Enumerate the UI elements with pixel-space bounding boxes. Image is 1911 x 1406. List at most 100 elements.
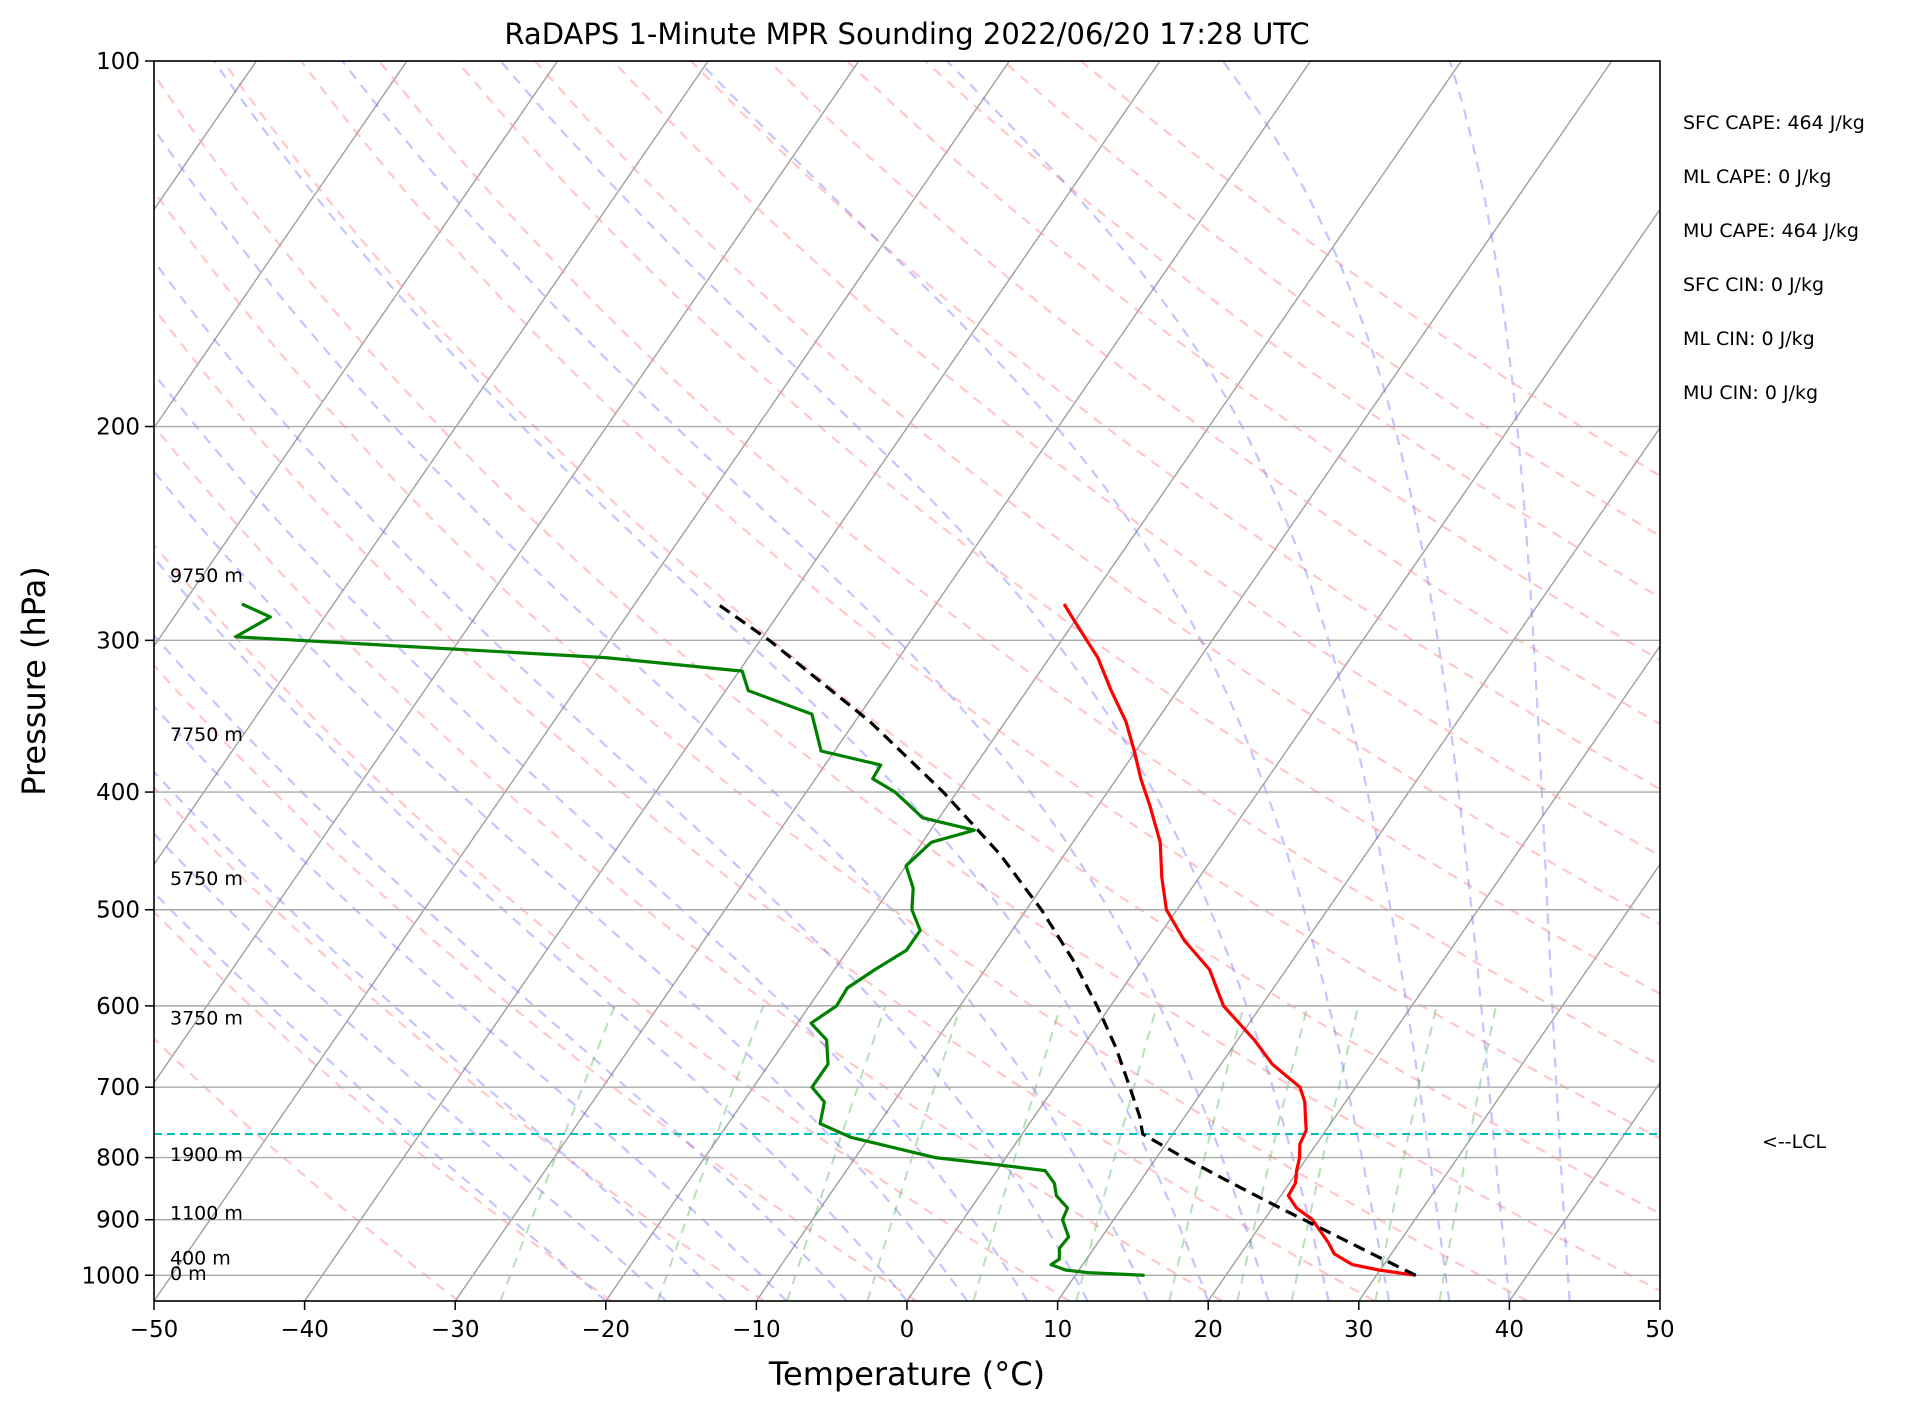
x-tick-label: −20 bbox=[582, 1317, 631, 1343]
isotherm-line bbox=[154, 61, 559, 648]
mixing-ratio-line bbox=[1236, 1005, 1309, 1301]
dry-adiabat-line bbox=[456, 61, 1660, 995]
dry-adiabat-line bbox=[378, 61, 1660, 1067]
height-label: 0 m bbox=[170, 1263, 207, 1285]
mixing-ratio-line bbox=[656, 1005, 765, 1301]
isotherm-line bbox=[1358, 863, 1660, 1301]
height-label: 400 m bbox=[170, 1247, 231, 1269]
dry-adiabat-line bbox=[154, 424, 1223, 1301]
y-tick-label: 200 bbox=[96, 415, 140, 441]
x-tick-label: −10 bbox=[732, 1317, 781, 1343]
height-label: 9750 m bbox=[170, 565, 243, 587]
moist-adiabat-line bbox=[154, 372, 1029, 1301]
height-labels: 9750 m 7750 m 5750 m 3750 m 1900 m 1100 m 400 … bbox=[170, 565, 243, 1285]
x-axis-ticks: −50 −40 −30 −20 −10 0 10 20 30 40 50 bbox=[130, 1301, 1675, 1343]
moist-adiabat-line bbox=[1448, 61, 1571, 1301]
isotherm-line bbox=[1207, 644, 1660, 1301]
index-text: MU CAPE: 464 J/kg bbox=[1683, 220, 1859, 242]
isotherm-line bbox=[154, 61, 860, 1084]
moist-adiabat-line bbox=[154, 704, 788, 1301]
x-tick-label: 0 bbox=[900, 1317, 915, 1343]
dry-adiabat-line bbox=[154, 543, 1070, 1301]
y-tick-label: 700 bbox=[96, 1075, 140, 1101]
index-text: SFC CAPE: 464 J/kg bbox=[1683, 112, 1865, 134]
y-tick-label: 900 bbox=[96, 1208, 140, 1234]
moist-adiabat-line bbox=[154, 556, 908, 1301]
moist-adiabat-line bbox=[945, 61, 1451, 1301]
x-tick-label: 50 bbox=[1645, 1317, 1674, 1343]
isotherm-line bbox=[755, 61, 1613, 1301]
mixing-ratio-line bbox=[1075, 1005, 1158, 1301]
isotherm-line bbox=[154, 61, 709, 866]
isotherm-line bbox=[906, 208, 1660, 1301]
x-tick-label: −30 bbox=[431, 1317, 480, 1343]
dewpoint-trace bbox=[234, 602, 1145, 1277]
y-tick-label: 100 bbox=[96, 49, 140, 75]
x-tick-label: 10 bbox=[1043, 1317, 1072, 1343]
moist-adiabat-line bbox=[341, 61, 1270, 1301]
dry-adiabat-line bbox=[690, 61, 1660, 791]
moist-adiabat-line bbox=[213, 61, 1210, 1301]
moist-adiabat-line bbox=[154, 832, 667, 1301]
y-tick-label: 600 bbox=[96, 994, 140, 1020]
mixing-ratio-line bbox=[1438, 1005, 1498, 1301]
dry-adiabat-line bbox=[222, 61, 1660, 1215]
lcl-label: <--LCL bbox=[1762, 1131, 1826, 1153]
moist-adiabat-line bbox=[154, 127, 1149, 1301]
mixing-ratio-line bbox=[499, 1005, 616, 1301]
sounding-traces bbox=[234, 602, 1417, 1277]
moist-adiabat-line bbox=[154, 259, 1089, 1301]
dry-adiabat-line bbox=[534, 61, 1660, 926]
isotherm-line bbox=[454, 61, 1312, 1301]
dry-adiabat-line bbox=[154, 1037, 460, 1301]
height-label: 1100 m bbox=[170, 1203, 243, 1225]
height-label: 7750 m bbox=[170, 724, 243, 746]
isotherm-line bbox=[1659, 1299, 1660, 1301]
moist-adiabat-line bbox=[1221, 61, 1511, 1301]
index-text: ML CAPE: 0 J/kg bbox=[1683, 166, 1831, 188]
dry-adiabat-line bbox=[768, 61, 1660, 726]
mixing-ratio-line bbox=[1168, 1005, 1245, 1301]
mixing-ratio-line bbox=[1290, 1005, 1360, 1301]
dry-adiabat-line bbox=[154, 785, 765, 1301]
dry-adiabat-line bbox=[846, 61, 1660, 662]
x-tick-label: 30 bbox=[1344, 1317, 1373, 1343]
stability-indices: SFC CAPE: 464 J/kg ML CAPE: 0 J/kg MU CAPE… bbox=[1683, 112, 1865, 404]
x-tick-label: −40 bbox=[280, 1317, 329, 1343]
height-label: 3750 m bbox=[170, 1007, 243, 1029]
y-tick-label: 1000 bbox=[81, 1263, 140, 1289]
moist-adiabat-line bbox=[154, 469, 969, 1301]
dry-adiabat-line bbox=[154, 306, 1376, 1301]
parcel-profile-trace bbox=[716, 602, 1417, 1277]
mixing-ratio-line bbox=[1374, 1005, 1438, 1301]
dry-adiabat-line bbox=[924, 61, 1660, 599]
x-tick-label: −50 bbox=[130, 1317, 179, 1343]
y-tick-label: 800 bbox=[96, 1146, 140, 1172]
y-tick-label: 500 bbox=[96, 898, 140, 924]
index-text: MU CIN: 0 J/kg bbox=[1683, 382, 1818, 404]
mixing-ratio-line bbox=[786, 1005, 887, 1301]
isotherm-line bbox=[304, 61, 1161, 1301]
index-text: SFC CIN: 0 J/kg bbox=[1683, 274, 1824, 296]
moist-adiabat-line bbox=[154, 770, 728, 1301]
chart-title: RaDAPS 1-Minute MPR Sounding 2022/06/20 … bbox=[504, 17, 1309, 51]
dry-adiabat-line bbox=[154, 189, 1529, 1301]
plot-frame bbox=[153, 60, 1661, 1302]
dry-adiabat-line bbox=[612, 61, 1660, 858]
x-tick-label: 20 bbox=[1194, 1317, 1223, 1343]
dry-adiabat-line bbox=[154, 663, 918, 1301]
moist-adiabat-line bbox=[154, 633, 848, 1301]
moist-adiabat-line bbox=[698, 61, 1390, 1301]
height-label: 1900 m bbox=[170, 1144, 243, 1166]
x-axis-label: Temperature (°C) bbox=[768, 1355, 1045, 1393]
y-tick-label: 400 bbox=[96, 780, 140, 806]
isotherm-line bbox=[1811, 61, 1911, 1301]
x-tick-label: 40 bbox=[1495, 1317, 1524, 1343]
isotherm-line bbox=[605, 61, 1462, 1301]
height-label: 5750 m bbox=[170, 868, 243, 890]
dry-adiabat-line bbox=[154, 72, 1660, 1292]
dry-adiabat-line bbox=[1080, 61, 1660, 478]
mixing-ratio-line bbox=[866, 1005, 962, 1301]
moist-adiabat-line bbox=[154, 891, 607, 1301]
